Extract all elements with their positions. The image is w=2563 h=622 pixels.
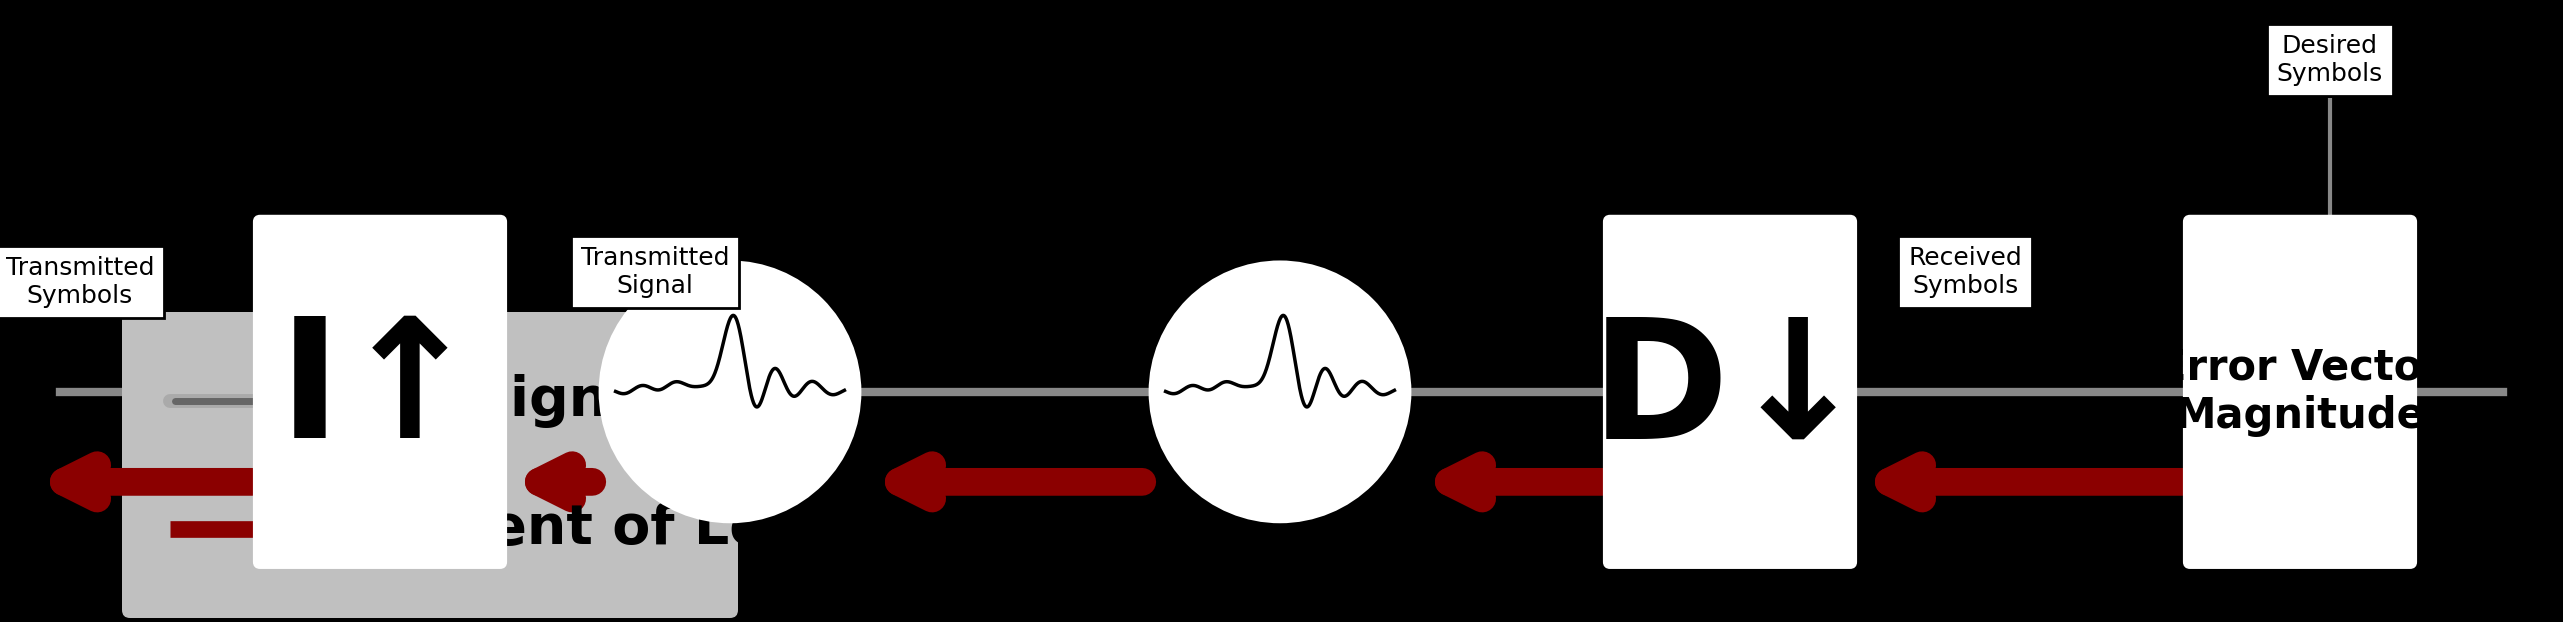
Text: Gradient of Loss: Gradient of Loss <box>320 502 833 556</box>
Text: Signal: Signal <box>469 374 664 428</box>
FancyBboxPatch shape <box>1604 217 1856 567</box>
Text: Received
Symbols: Received Symbols <box>1907 246 2022 298</box>
Text: I↑: I↑ <box>279 310 482 473</box>
Text: Transmitted
Symbols: Transmitted Symbols <box>5 256 154 308</box>
FancyBboxPatch shape <box>254 217 505 567</box>
Text: D↓: D↓ <box>1592 310 1868 473</box>
FancyBboxPatch shape <box>2186 217 2414 567</box>
Circle shape <box>600 262 861 522</box>
FancyBboxPatch shape <box>123 312 738 618</box>
Text: Desired
Symbols: Desired Symbols <box>2276 34 2384 86</box>
Text: Transmitted
Signal: Transmitted Signal <box>582 246 730 298</box>
Text: Error Vector
Magnitude: Error Vector Magnitude <box>2158 346 2443 437</box>
Circle shape <box>1151 262 1410 522</box>
